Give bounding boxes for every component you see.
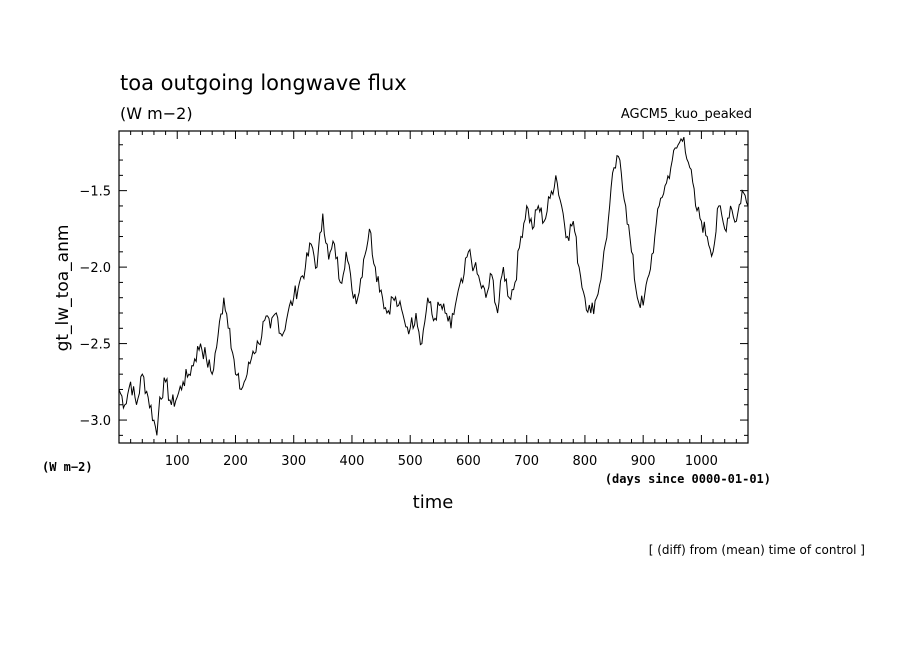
run-label: AGCM5_kuo_peaked (621, 107, 752, 122)
y-tick-label: −1.5 (79, 185, 111, 200)
x-tick-label: 300 (281, 454, 306, 469)
y-tick-label: −2.5 (79, 338, 111, 353)
y-tick-label: −3.0 (79, 414, 111, 429)
y-tick-label: −2.0 (79, 261, 111, 276)
chart-subtitle: (W m−2) (120, 104, 193, 123)
x-tick-label: 1000 (685, 454, 718, 469)
x-axis-unit: (days since 0000-01-01) (605, 472, 771, 486)
series-line-0 (118, 136, 749, 436)
x-tick-label: 400 (340, 454, 365, 469)
ticks-group: 100 200 300 400 500 600 700 800 900 1000 −3.0 −2.5 −… (79, 131, 748, 469)
x-tick-label: 900 (631, 454, 656, 469)
axes-group (118, 130, 749, 444)
x-tick-label: 100 (165, 454, 190, 469)
x-tick-label: 500 (398, 454, 423, 469)
x-tick-label: 200 (223, 454, 248, 469)
x-tick-label: 700 (514, 454, 539, 469)
footer-note: [ (diff) from (mean) time of control ] (649, 543, 865, 557)
y-axis-unit: (W m−2) (42, 460, 93, 474)
plot-frame (118, 130, 749, 444)
x-tick-label: 800 (573, 454, 598, 469)
y-axis-label: gt_lw_toa_anm (53, 225, 73, 352)
series-group (118, 136, 749, 436)
x-tick-label: 600 (456, 454, 481, 469)
x-axis-label: time (413, 492, 454, 513)
chart-title: toa outgoing longwave flux (120, 71, 407, 95)
